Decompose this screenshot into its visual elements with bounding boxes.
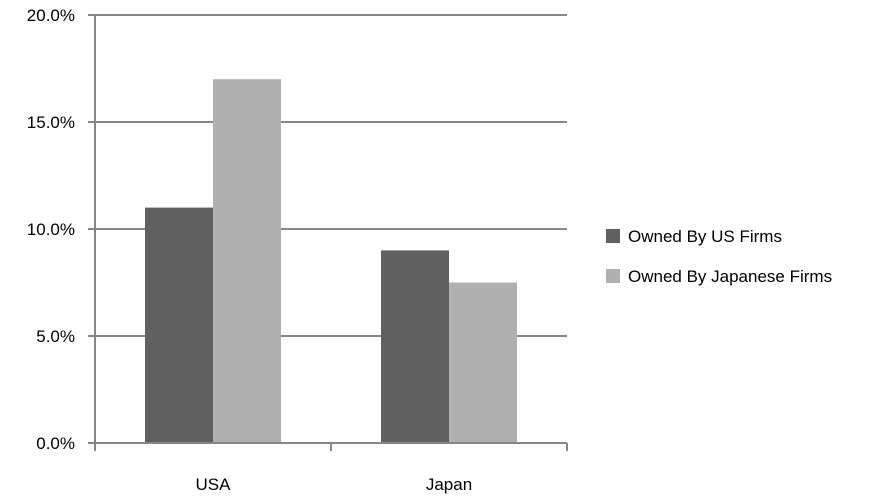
bar-owned-by-japanese-firms-usa	[213, 79, 281, 443]
bars	[145, 79, 517, 443]
x-category-labels: USA Japan	[196, 475, 473, 494]
bar-owned-by-us-firms-japan	[381, 250, 449, 443]
x-category-label: USA	[196, 475, 232, 494]
legend-label: Owned By Japanese Firms	[628, 267, 832, 286]
legend: Owned By US Firms Owned By Japanese Firms	[606, 227, 832, 286]
y-tick-label: 0.0%	[36, 434, 75, 453]
bar-owned-by-us-firms-usa	[145, 207, 213, 443]
legend-swatch	[606, 269, 620, 283]
bar-owned-by-japanese-firms-japan	[449, 282, 517, 443]
y-tick-label: 5.0%	[36, 327, 75, 346]
y-tick-labels: 0.0% 5.0% 10.0% 15.0% 20.0%	[27, 6, 75, 453]
y-tick-label: 15.0%	[27, 113, 75, 132]
y-tick-label: 20.0%	[27, 6, 75, 25]
x-category-label: Japan	[426, 475, 472, 494]
y-tick-label: 10.0%	[27, 220, 75, 239]
legend-label: Owned By US Firms	[628, 227, 782, 246]
axes	[88, 14, 568, 451]
legend-swatch	[606, 229, 620, 243]
